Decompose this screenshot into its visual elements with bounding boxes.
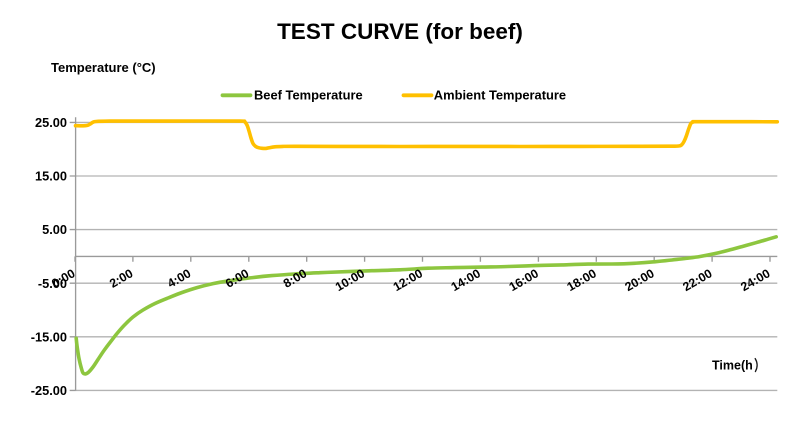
svg-text:16:00: 16:00 [507, 266, 541, 294]
svg-text:25.00: 25.00 [35, 115, 67, 130]
svg-text:4:00: 4:00 [165, 266, 193, 291]
svg-text:8:00: 8:00 [281, 266, 309, 291]
svg-text:Beef Temperature: Beef Temperature [254, 88, 363, 103]
svg-text:24:00: 24:00 [738, 266, 772, 294]
svg-text:5.00: 5.00 [42, 222, 67, 237]
svg-text:18:00: 18:00 [565, 266, 599, 294]
svg-text:-5.00: -5.00 [38, 276, 67, 291]
svg-text:TEST CURVE (for beef): TEST CURVE (for beef) [277, 19, 523, 44]
svg-text:-25.00: -25.00 [31, 383, 67, 398]
svg-text:15.00: 15.00 [35, 169, 67, 184]
svg-text:20:00: 20:00 [622, 266, 656, 294]
svg-text:22:00: 22:00 [680, 266, 714, 294]
svg-text:-15.00: -15.00 [31, 329, 67, 344]
svg-text:6:00: 6:00 [223, 266, 251, 291]
svg-text:Temperature (°C): Temperature (°C) [51, 60, 156, 75]
svg-text:14:00: 14:00 [449, 266, 483, 294]
svg-text:Time(h: Time(h [712, 359, 753, 373]
svg-text:Ambient Temperature: Ambient Temperature [434, 88, 566, 103]
svg-text:2:00: 2:00 [107, 266, 135, 291]
